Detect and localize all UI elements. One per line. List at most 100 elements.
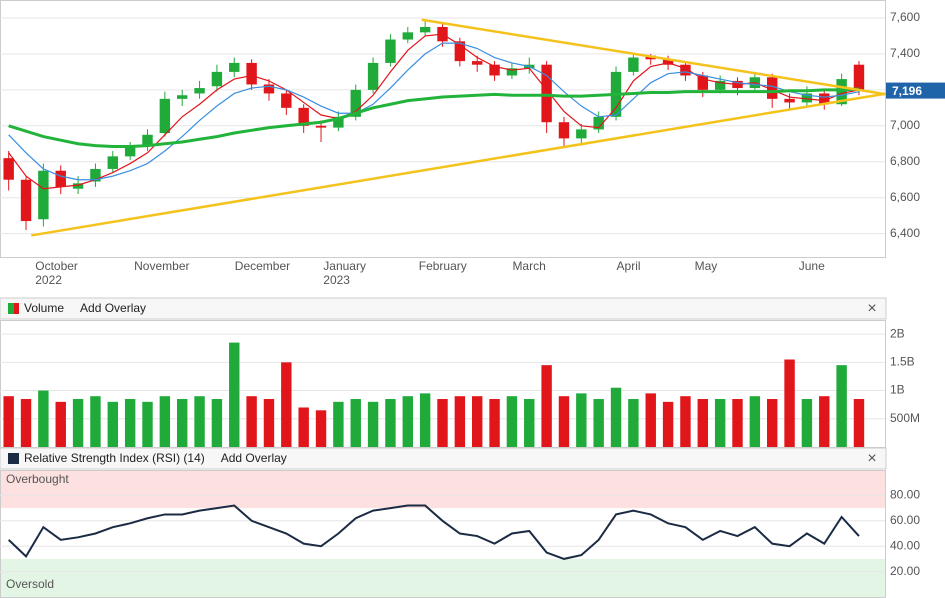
y-tick-label: 6,800 (890, 154, 920, 168)
volume-bar (142, 401, 153, 447)
add-overlay-button[interactable]: Add Overlay (221, 451, 287, 465)
volume-bar (610, 387, 622, 447)
volume-bar (680, 396, 691, 447)
panel-icon (14, 303, 19, 314)
candle-body (229, 62, 240, 72)
candle-body (541, 64, 552, 123)
volume-bar (402, 396, 413, 447)
panel-frame (0, 0, 886, 258)
candle-body (628, 57, 639, 72)
panel-title: Relative Strength Index (RSI) (14) (24, 451, 205, 465)
candle-body (350, 89, 361, 117)
volume-bar (836, 365, 847, 447)
volume-bar (472, 396, 483, 447)
candle-body (315, 125, 327, 128)
candle-body (489, 64, 500, 76)
candle-body (836, 79, 847, 105)
candle-body (211, 71, 223, 87)
volume-bar (732, 399, 743, 447)
candle-body (246, 62, 257, 85)
volume-bar (784, 359, 795, 447)
volume-bar (749, 396, 761, 447)
volume-bar (246, 396, 257, 447)
last-price-box (886, 82, 945, 99)
candle-body (333, 116, 344, 128)
rsi-band (0, 470, 885, 509)
candle-body (697, 75, 708, 90)
volume-bar (124, 399, 136, 447)
rsi-band (0, 558, 885, 597)
volume-bar (853, 399, 865, 447)
candle-body (385, 39, 396, 63)
y-tick-label: 2B (890, 326, 905, 340)
volume-bar (576, 393, 587, 447)
y-tick-label: 7,400 (890, 46, 920, 60)
candle-body (402, 32, 413, 40)
candle-body (714, 80, 726, 90)
volume-bar (350, 399, 361, 447)
volume-bar (714, 399, 726, 447)
trendline (31, 92, 887, 237)
candle-body (767, 77, 778, 99)
year-label: 2023 (323, 273, 350, 287)
volume-bar (541, 365, 552, 447)
volume-bar (72, 399, 84, 447)
band-label: Overbought (6, 472, 69, 486)
moving-average-line (8, 33, 860, 190)
volume-bar (628, 399, 639, 447)
candle-body (576, 129, 587, 139)
volume-bar (819, 396, 830, 447)
volume-bar (506, 396, 518, 447)
candle-body (177, 95, 188, 99)
candle-body (506, 68, 518, 76)
candle-body (419, 26, 431, 33)
y-tick-label: 500M (890, 411, 920, 425)
panel-title: Volume (24, 301, 64, 315)
volume-bar (367, 401, 379, 447)
candle-body (3, 158, 14, 180)
x-tick-label: October (35, 259, 78, 273)
y-tick-label: 80.00 (890, 488, 920, 502)
candle-body (281, 93, 292, 108)
panel-icon (8, 303, 19, 314)
volume-bar (385, 399, 396, 447)
rsi-line (7, 504, 860, 560)
y-tick-label: 6,400 (890, 226, 920, 240)
volume-bar (419, 393, 431, 447)
band-label: Oversold (6, 577, 54, 591)
y-tick-label: 40.00 (890, 538, 920, 552)
candle-body (662, 59, 674, 65)
volume-bar (55, 401, 66, 447)
volume-bar (20, 399, 32, 447)
y-tick-label: 1B (890, 383, 905, 397)
candle-body (593, 116, 604, 130)
close-button[interactable]: × (867, 300, 876, 317)
volume-bar (298, 407, 309, 447)
volume-bar (801, 399, 813, 447)
volume-bar (90, 396, 101, 447)
add-overlay-button[interactable]: Add Overlay (80, 301, 146, 315)
volume-bar (524, 399, 535, 447)
candle-body (784, 98, 795, 103)
volume-bar (697, 399, 708, 447)
close-button[interactable]: × (867, 450, 876, 467)
x-tick-label: March (512, 259, 545, 273)
candle-body (142, 134, 153, 146)
candle-body (454, 41, 466, 62)
moving-average-line (8, 87, 860, 148)
candle-body (55, 170, 66, 187)
x-tick-label: November (134, 259, 189, 273)
candle-body (680, 64, 691, 76)
x-tick-label: January (323, 259, 366, 273)
candle-body (90, 168, 101, 182)
volume-bar (767, 399, 778, 447)
volume-bar (593, 399, 604, 447)
volume-bar (38, 390, 49, 447)
candle-body (853, 64, 865, 91)
candle-body (298, 107, 309, 126)
volume-bar (281, 362, 292, 447)
candle-body (124, 147, 136, 157)
last-price-label: 7,196 (892, 84, 922, 98)
y-tick-label: 1.5B (890, 355, 915, 369)
